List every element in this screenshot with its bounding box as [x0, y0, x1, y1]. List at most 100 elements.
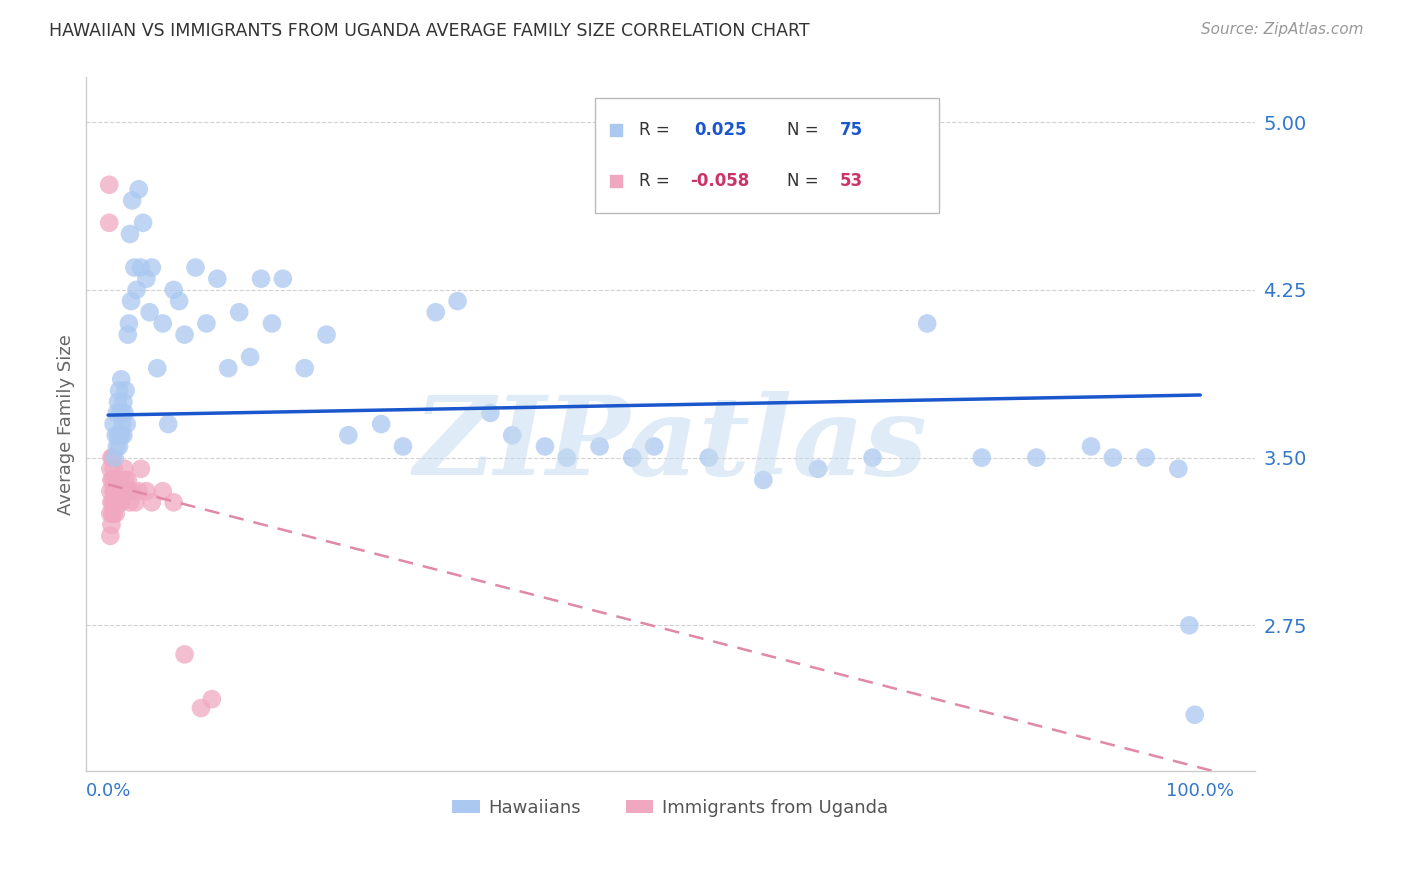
Point — [98, 462, 121, 476]
Point — [105, 473, 128, 487]
Point — [104, 428, 127, 442]
Point — [121, 194, 143, 208]
Point — [101, 450, 124, 465]
Point — [152, 484, 174, 499]
Point — [112, 484, 135, 499]
Point — [239, 350, 262, 364]
Point — [110, 372, 132, 386]
Point — [446, 294, 468, 309]
Point — [862, 450, 884, 465]
Point — [114, 406, 136, 420]
Text: R =: R = — [638, 171, 669, 190]
Point — [104, 484, 127, 499]
Point — [588, 439, 610, 453]
Point — [105, 406, 128, 420]
Point — [534, 439, 557, 453]
Point — [110, 484, 132, 499]
Point — [104, 507, 127, 521]
Point — [621, 450, 644, 465]
Text: R =: R = — [638, 121, 669, 139]
Point — [98, 507, 121, 521]
FancyBboxPatch shape — [595, 98, 939, 212]
Point — [104, 450, 127, 465]
Point — [105, 439, 128, 453]
Point — [141, 260, 163, 275]
Point — [108, 384, 131, 398]
Y-axis label: Average Family Size: Average Family Size — [58, 334, 75, 515]
Point — [141, 495, 163, 509]
Point — [111, 417, 134, 431]
Point — [114, 462, 136, 476]
Point — [157, 417, 180, 431]
Point — [752, 473, 775, 487]
Point — [138, 305, 160, 319]
Point — [103, 462, 125, 476]
Point — [118, 484, 141, 499]
Point — [163, 283, 186, 297]
Point — [117, 327, 139, 342]
Point — [807, 462, 830, 476]
Point — [121, 484, 143, 499]
Point — [315, 327, 337, 342]
Point — [108, 473, 131, 487]
Point — [108, 406, 131, 420]
Point — [114, 384, 136, 398]
Point — [120, 294, 142, 309]
Point — [110, 495, 132, 509]
Point — [1080, 439, 1102, 453]
Point — [112, 394, 135, 409]
Point — [915, 317, 938, 331]
Point — [107, 484, 129, 499]
Point — [98, 216, 121, 230]
Point — [129, 462, 152, 476]
Point — [107, 495, 129, 509]
Point — [108, 428, 131, 442]
Point — [104, 484, 127, 499]
Point — [697, 450, 720, 465]
Point — [114, 473, 136, 487]
Point — [115, 417, 138, 431]
Point — [101, 473, 124, 487]
Point — [117, 473, 139, 487]
Point — [111, 484, 134, 499]
Text: N =: N = — [787, 121, 820, 139]
Point — [108, 495, 131, 509]
Point — [1178, 618, 1201, 632]
Text: HAWAIIAN VS IMMIGRANTS FROM UGANDA AVERAGE FAMILY SIZE CORRELATION CHART: HAWAIIAN VS IMMIGRANTS FROM UGANDA AVERA… — [49, 22, 810, 40]
Point — [190, 701, 212, 715]
Point — [124, 495, 146, 509]
Point — [163, 495, 186, 509]
Text: 53: 53 — [839, 171, 863, 190]
Point — [110, 428, 132, 442]
Point — [337, 428, 360, 442]
Point — [107, 394, 129, 409]
Text: N =: N = — [787, 171, 820, 190]
Point — [970, 450, 993, 465]
Point — [228, 305, 250, 319]
Point — [103, 417, 125, 431]
Point — [107, 428, 129, 442]
Point — [392, 439, 415, 453]
Point — [128, 484, 150, 499]
Point — [250, 271, 273, 285]
Point — [111, 406, 134, 420]
Point — [294, 361, 316, 376]
Point — [128, 182, 150, 196]
Point — [115, 484, 138, 499]
Point — [104, 473, 127, 487]
Point — [271, 271, 294, 285]
Point — [173, 327, 195, 342]
Point — [101, 507, 124, 521]
Point — [501, 428, 523, 442]
Point — [146, 361, 169, 376]
Point — [108, 484, 131, 499]
Point — [135, 271, 157, 285]
Point — [195, 317, 218, 331]
Point — [124, 260, 146, 275]
Point — [555, 450, 578, 465]
Point — [129, 260, 152, 275]
Point — [98, 178, 121, 192]
Point — [103, 507, 125, 521]
Point — [100, 495, 122, 509]
Point — [152, 317, 174, 331]
